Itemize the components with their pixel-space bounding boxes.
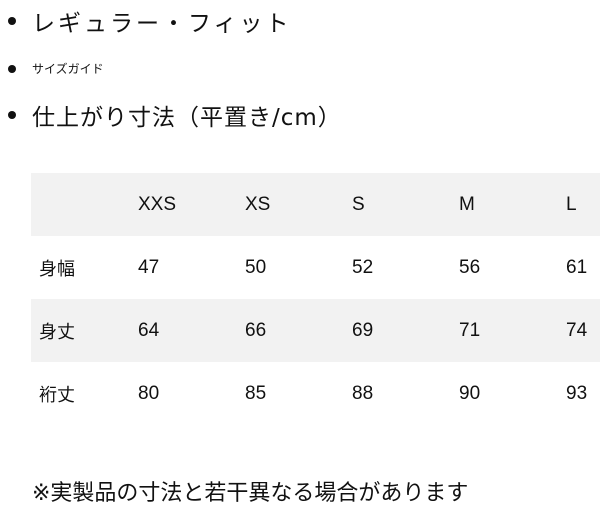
cell: 93	[566, 382, 588, 404]
cell: 88	[352, 382, 374, 404]
header-cell: XXS	[138, 173, 245, 236]
cell: 64	[138, 299, 245, 362]
cell: 47	[138, 256, 160, 278]
table-row: 身丈 64 66 69 71 74	[31, 299, 600, 362]
cell: 80	[138, 382, 160, 404]
dimensions-title: 仕上がり寸法（平置き/cm）	[32, 105, 342, 131]
cell: 50	[245, 256, 267, 278]
header-cell: XS	[245, 173, 352, 236]
cell: 56	[459, 256, 481, 278]
cell: 52	[352, 256, 374, 278]
bullet-icon	[8, 111, 16, 119]
header-cell: L	[566, 173, 600, 236]
disclaimer-note: ※実製品の寸法と若干異なる場合があります	[32, 481, 469, 506]
size-table: XXS XS S M L 身幅 47 50 52 56 61 身丈 64 66 …	[31, 173, 600, 425]
bullet-icon	[8, 64, 16, 73]
cell: 69	[352, 299, 459, 362]
header-cell	[31, 173, 138, 236]
bullet-dimensions: 仕上がり寸法（平置き/cm）	[8, 98, 342, 132]
bullet-icon	[8, 17, 16, 25]
fit-text: レギュラー・フィット	[32, 11, 292, 37]
row-label: 身丈	[31, 299, 138, 362]
size-guide-text: サイズガイド	[32, 62, 104, 76]
cell: 74	[566, 299, 600, 362]
header-cell: M	[459, 173, 566, 236]
cell: 90	[459, 382, 481, 404]
table-row: 裄丈 80 85 88 90 93	[31, 362, 600, 425]
header-cell: S	[352, 173, 459, 236]
table-row: 身幅 47 50 52 56 61	[31, 236, 600, 299]
cell: 61	[566, 256, 588, 278]
bullet-size-guide: サイズガイド	[8, 60, 104, 77]
bullet-fit: レギュラー・フィット	[8, 4, 292, 38]
cell: 85	[245, 382, 267, 404]
cell: 66	[245, 299, 352, 362]
table-header-row: XXS XS S M L	[31, 173, 600, 236]
row-label: 身幅	[39, 258, 75, 280]
cell: 71	[459, 299, 566, 362]
row-label: 裄丈	[39, 384, 75, 406]
